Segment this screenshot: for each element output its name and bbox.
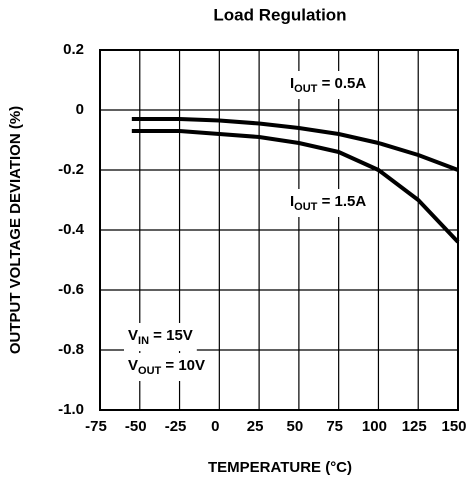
- label-background: [286, 189, 371, 217]
- y-tick-label: -0.4: [58, 221, 85, 238]
- label-sub: OUT: [294, 83, 318, 95]
- label-main: V: [128, 357, 138, 374]
- y-tick-label: -0.2: [58, 161, 84, 178]
- label-sub: IN: [138, 335, 149, 347]
- y-tick-label: 0: [76, 101, 84, 118]
- label-background: [124, 323, 197, 351]
- annotation: VIN = 15V: [128, 327, 193, 347]
- x-tick-label: 100: [362, 418, 387, 435]
- label-rest: = 1.5A: [317, 193, 366, 210]
- annotation: VOUT = 10V: [128, 357, 205, 377]
- series-label: IOUT = 1.5A: [290, 193, 366, 213]
- x-tick-label: -25: [165, 418, 187, 435]
- x-tick-label: 150: [441, 418, 466, 435]
- line: [131, 129, 460, 244]
- label-rest: = 15V: [149, 327, 193, 344]
- x-tick-label: 0: [211, 418, 219, 435]
- x-tick-label: -50: [125, 418, 147, 435]
- label-main: I: [290, 75, 294, 92]
- plot-frame: [99, 49, 459, 411]
- label-background: [286, 71, 371, 99]
- series-label: IOUT = 0.5A: [290, 75, 366, 95]
- chart-title: Load Regulation: [213, 5, 346, 24]
- y-tick-label: 0.2: [63, 41, 84, 58]
- y-tick-label: -0.8: [58, 341, 84, 358]
- label-background: [124, 353, 210, 381]
- y-tick-label: -0.6: [58, 281, 84, 298]
- label-rest: = 10V: [161, 357, 205, 374]
- x-tick-label: 25: [247, 418, 264, 435]
- x-tick-label: 125: [402, 418, 427, 435]
- x-tick-label: -75: [85, 418, 107, 435]
- label-main: V: [128, 327, 138, 344]
- y-tick-label: -1.0: [58, 401, 84, 418]
- line: [131, 117, 459, 172]
- label-sub: OUT: [138, 365, 162, 377]
- label-sub: OUT: [294, 201, 318, 213]
- x-axis-label: TEMPERATURE (°C): [208, 459, 352, 476]
- y-axis-label: OUTPUT VOLTAGE DEVIATION (%): [7, 106, 24, 354]
- label-main: I: [290, 193, 294, 210]
- x-tick-label: 50: [287, 418, 304, 435]
- x-tick-label: 75: [326, 418, 343, 435]
- label-rest: = 0.5A: [317, 75, 366, 92]
